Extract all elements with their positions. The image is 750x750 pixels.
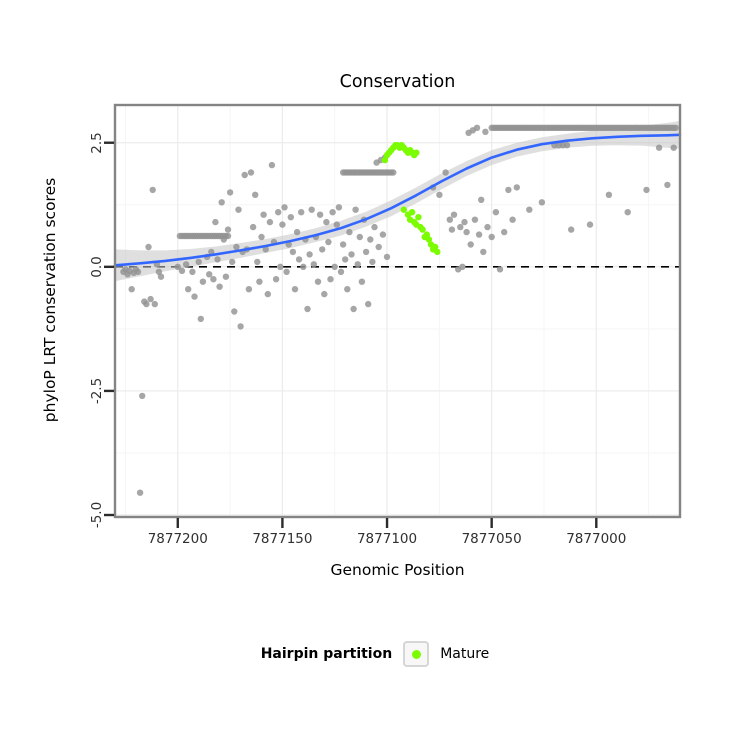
y-tick-label: -2.5 (89, 377, 105, 405)
mature-point-icon (411, 649, 421, 659)
x-tick-label: 7877150 (252, 531, 313, 547)
legend: Hairpin partition Mature (0, 641, 750, 667)
x-tick-label: 7877050 (461, 531, 522, 547)
x-tick-label: 7877000 (566, 531, 627, 547)
y-tick-label: 0.0 (89, 256, 105, 278)
legend-key-mature (403, 641, 430, 667)
legend-label-mature: Mature (440, 646, 490, 662)
y-tick-label: 2.5 (89, 131, 105, 154)
x-axis-label: Genomic Position (330, 561, 465, 579)
x-tick-label: 7877100 (356, 531, 418, 547)
y-tick-label: -5.0 (89, 501, 105, 529)
chart-title: Conservation (339, 72, 456, 92)
x-tick-label: 7877200 (147, 531, 208, 547)
legend-title: Hairpin partition (260, 646, 393, 662)
